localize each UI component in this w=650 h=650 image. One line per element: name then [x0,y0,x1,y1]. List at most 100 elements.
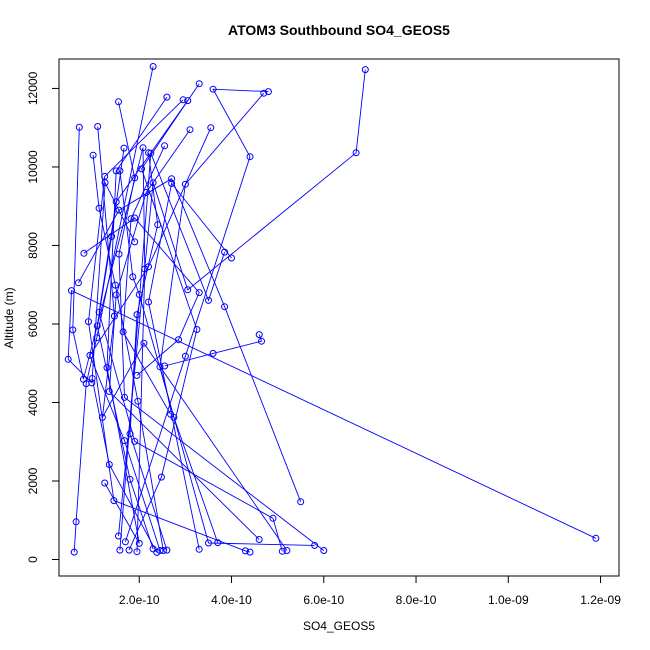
y-axis: 0 2000 4000 6000 8000 10000 12000 [26,71,60,563]
data-point [195,545,203,553]
data-point [311,541,319,549]
data-point [163,93,171,101]
data-point [361,66,369,74]
profile-series [101,93,171,547]
data-point [88,375,96,382]
data-point [139,144,147,152]
data-point [163,546,171,554]
series-line [128,83,200,551]
data-point [145,149,152,157]
data-point [156,363,164,371]
profile-series [115,98,328,554]
data-point [209,85,217,93]
data-point [135,539,143,547]
data-point [283,547,291,554]
data-point [131,214,139,222]
data-point [228,254,235,262]
series-line [67,289,597,539]
data-point [120,144,128,152]
data-point [69,326,77,334]
data-point [161,142,169,150]
profile-series [126,149,171,554]
data-point [115,250,123,258]
data-point [93,322,101,330]
data-point [105,388,113,395]
data-point [126,430,134,438]
data-point [133,371,141,379]
profile-series [70,63,157,556]
data-point [149,545,157,553]
series-line [122,145,171,415]
series-line [78,178,302,502]
data-point [129,273,137,281]
data-point [154,221,162,229]
chart-title: ATOM3 Southbound SO4_GEOS5 [228,22,450,38]
x-tick-label: 4.0e-10 [211,593,252,607]
data-point [105,461,113,468]
data-point [82,380,90,388]
data-point [205,296,212,304]
x-axis: 2.0e-10 4.0e-10 6.0e-10 8.0e-10 1.0e-09 1.2e-… [119,575,621,607]
data-point [214,539,222,547]
x-tick-label: 8.0e-10 [396,593,437,607]
data-point [278,547,286,555]
data-point [159,547,167,554]
profile-series [95,97,286,555]
series-line [129,152,168,551]
data-point [89,151,97,159]
data-point [193,326,201,333]
series-line [73,66,154,553]
x-tick-label: 1.0e-09 [488,593,529,607]
data-point [95,204,103,212]
data-point [181,352,189,360]
data-point [115,532,122,540]
y-axis-label: Altitude (m) [2,287,16,348]
series-line [83,217,200,376]
series-line [119,170,219,543]
series-line [72,127,146,552]
data-point [94,123,102,130]
data-point [101,179,109,187]
data-point [207,124,215,132]
data-point [167,410,175,418]
y-tick-label: 12000 [26,71,40,105]
data-point [121,538,129,546]
data-point [264,88,272,96]
data-point [115,206,123,214]
x-tick-label: 2.0e-10 [119,593,160,607]
data-point [116,546,124,554]
data-point [86,351,94,359]
profile-series [161,331,265,370]
data-point [135,291,143,298]
profile-series [121,85,272,546]
data-point [184,97,192,105]
series-line [92,155,164,551]
data-point [168,179,176,187]
data-point [145,298,152,306]
series-line [108,129,260,540]
data-point [246,153,254,161]
data-point [221,303,229,311]
data-point [168,175,176,183]
profile-series [93,144,157,553]
data-point [246,548,254,556]
data-point [134,397,142,405]
data-point [80,249,88,257]
data-point [112,167,120,175]
data-point [255,331,263,339]
data-point [258,337,265,345]
y-tick-label: 4000 [26,389,40,416]
x-tick-label: 6.0e-10 [303,593,344,607]
data-point [186,126,194,134]
data-point [352,149,360,157]
data-point [126,475,134,483]
data-point [209,349,217,357]
data-point [140,339,148,347]
data-point [255,536,263,543]
x-axis-label: SO4_GEOS5 [303,619,375,633]
profile-series [116,167,222,547]
data-point [101,479,109,487]
y-tick-label: 6000 [26,310,40,337]
